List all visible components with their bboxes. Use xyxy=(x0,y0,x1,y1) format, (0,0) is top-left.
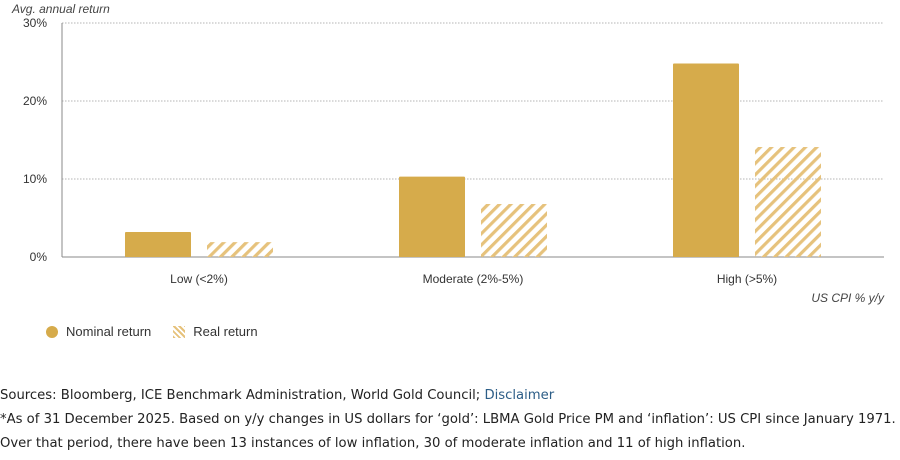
x-axis-title: US CPI % y/y xyxy=(811,291,885,305)
x-tick-label: Low (<2%) xyxy=(170,272,228,286)
bar-real-2 xyxy=(755,147,821,257)
real-swatch-icon xyxy=(173,325,186,338)
x-tick-label: Moderate (2%-5%) xyxy=(423,272,524,286)
nominal-swatch-icon xyxy=(46,325,58,338)
legend-label-real: Real return xyxy=(193,324,258,339)
y-tick-label: 0% xyxy=(30,250,48,264)
bar-nominal-0 xyxy=(125,232,191,257)
footnote-line-2: Over that period, there have been 13 ins… xyxy=(0,436,746,451)
bar-nominal-2 xyxy=(673,63,739,258)
sources-text: Sources: Bloomberg, ICE Benchmark Admini… xyxy=(0,388,485,403)
y-tick-label: 20% xyxy=(23,94,47,108)
footnote-line-1: *As of 31 December 2025. Based on y/y ch… xyxy=(0,412,896,427)
y-tick-label: 10% xyxy=(23,172,47,186)
disclaimer-link[interactable]: Disclaimer xyxy=(484,388,555,403)
legend-item-real: Real return xyxy=(173,324,258,339)
chart-notes: Sources: Bloomberg, ICE Benchmark Admini… xyxy=(0,384,900,456)
legend: Nominal return Real return xyxy=(46,324,280,339)
x-tick-label: High (>5%) xyxy=(717,272,777,286)
bar-chart: Avg. annual return 0% 10% 20% 30% Low (<2%)… xyxy=(11,2,885,305)
sources-line: Sources: Bloomberg, ICE Benchmark Admini… xyxy=(0,384,900,408)
y-axis-title: Avg. annual return xyxy=(11,2,110,16)
legend-item-nominal: Nominal return xyxy=(46,324,151,339)
bar-real-1 xyxy=(481,203,547,257)
bar-real-0 xyxy=(207,242,273,257)
bar-nominal-1 xyxy=(399,176,465,257)
y-tick-label: 30% xyxy=(23,16,47,30)
legend-label-nominal: Nominal return xyxy=(66,324,152,339)
